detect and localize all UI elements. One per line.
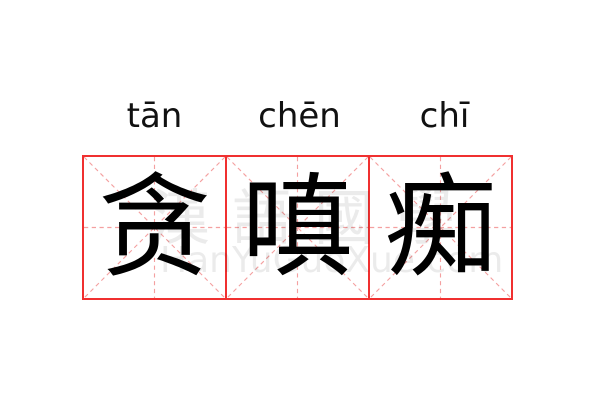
tian-grid-guides xyxy=(370,157,511,298)
pinyin-2: chēn xyxy=(258,96,341,136)
character-cell-1: 贪 xyxy=(82,155,227,300)
pinyin-1: tān xyxy=(126,96,183,136)
character-chen: 嗔 xyxy=(241,162,354,293)
tian-grid-guides xyxy=(227,157,368,298)
pinyin-3: chī xyxy=(419,96,470,136)
character-cell-2: 嗔 xyxy=(225,155,370,300)
character-chi: 痴 xyxy=(384,162,497,293)
tian-grid-guides xyxy=(84,157,225,298)
character-grid: 贪 嗔 痴 xyxy=(82,155,518,300)
character-cell-3: 痴 xyxy=(368,155,513,300)
character-tan: 贪 xyxy=(98,162,211,293)
